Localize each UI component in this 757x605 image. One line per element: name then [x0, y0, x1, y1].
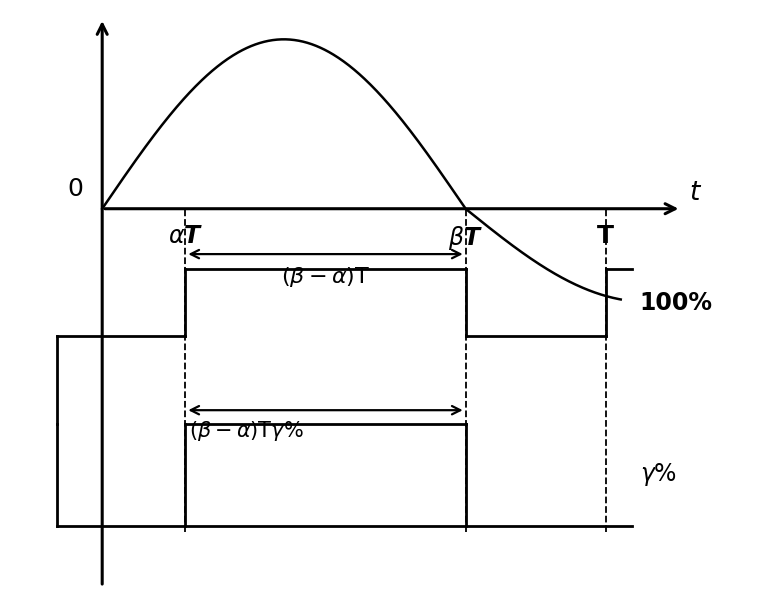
Text: $(\beta-\alpha)\mathrm{T}$: $(\beta-\alpha)\mathrm{T}$ — [281, 265, 370, 289]
Text: $0$: $0$ — [67, 177, 83, 201]
Text: $\beta$T: $\beta$T — [448, 224, 483, 252]
Text: 100%: 100% — [640, 290, 712, 315]
Text: T: T — [597, 224, 614, 248]
Text: $\alpha$T: $\alpha$T — [168, 224, 203, 248]
Text: $(\beta-\alpha)\mathrm{T}\gamma\%$: $(\beta-\alpha)\mathrm{T}\gamma\%$ — [189, 419, 304, 443]
Text: $t$: $t$ — [689, 180, 702, 206]
Text: $\gamma\%$: $\gamma\%$ — [640, 462, 677, 488]
